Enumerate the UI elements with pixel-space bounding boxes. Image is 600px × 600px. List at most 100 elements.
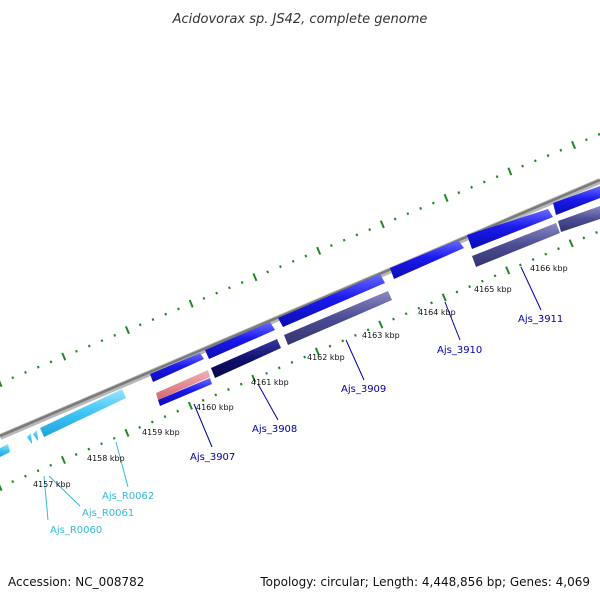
tick-mark [480,279,484,283]
rna-left-edge[interactable] [0,444,10,457]
tick-mark [568,239,574,248]
tick-mark [366,328,370,332]
tick-mark [61,352,67,361]
inner-tick-track [0,231,598,492]
tick-mark [100,442,103,446]
tick-mark [457,191,461,195]
cds-fwd-6[interactable] [553,186,600,215]
tick-mark [505,266,511,275]
tick-mark [150,420,154,424]
cds-ajs-3907-fwd[interactable] [150,353,204,382]
tick-mark [252,273,258,282]
tick-mark [215,291,219,295]
tick-mark [431,201,435,205]
accession-text: Accession: NC_008782 [8,575,144,589]
rna-ajs-r0060[interactable] [27,433,32,444]
tick-mark [455,290,459,294]
cds-ajs-3909[interactable] [284,291,392,345]
tick-mark [0,484,3,492]
kbp-label-4157: 4157 kbp [33,480,71,489]
tick-mark [393,217,397,221]
gene-label-ajs-3907[interactable]: Ajs_3907 [190,452,235,463]
gene-label-ajs-3909[interactable]: Ajs_3909 [341,384,386,395]
tick-mark [36,365,40,369]
tick-mark [518,263,522,267]
tick-mark [163,415,167,419]
tick-mark [228,286,231,290]
tick-mark [124,428,130,437]
tick-mark [493,274,497,278]
reverse-strand [156,206,600,406]
rna-labels: Ajs_R0062 Ajs_R0061 Ajs_R0060 [50,491,154,536]
tick-mark [265,371,268,375]
tick-mark [87,344,91,348]
tick-mark [164,312,168,316]
tick-mark [507,167,513,176]
kbp-label-4158: 4158 kbp [87,454,125,463]
tick-mark [23,474,27,478]
tick-mark [355,233,359,237]
tick-mark [597,132,600,136]
gene-label-ajs-3908[interactable]: Ajs_3908 [252,424,297,435]
tick-mark [227,388,230,391]
genome-backbone [0,178,600,440]
tick-mark [138,323,142,327]
cds-fwd-3[interactable] [278,274,385,327]
rna-label-ajs-r0060[interactable]: Ajs_R0060 [50,525,102,536]
kbp-label-4162: 4162 kbp [307,353,345,362]
kbp-label-4166: 4166 kbp [530,264,568,273]
cds-fwd-4[interactable] [390,240,464,279]
cds-fwd-5[interactable] [467,209,553,249]
outer-tick-track [0,132,600,388]
tick-mark [138,425,142,429]
tick-mark [353,333,357,337]
rna-label-ajs-r0061[interactable]: Ajs_R0061 [82,508,134,519]
tick-mark [417,306,421,310]
tick-mark [582,236,586,240]
tick-mark [328,344,332,348]
tick-mark [419,206,423,210]
tick-mark [60,455,66,464]
tick-mark [531,257,535,262]
tick-mark [290,360,294,364]
cds-ajs-3907-rev[interactable] [158,378,212,406]
cds-ajs-3907-pink[interactable] [156,370,210,400]
tick-mark [544,252,548,256]
rna-features [0,389,126,457]
tick-mark [11,480,15,484]
cds-rev-6[interactable] [558,206,600,232]
tick-mark [251,374,257,383]
gene-label-ajs-3911[interactable]: Ajs_3911 [518,314,563,325]
rna-label-ajs-r0062[interactable]: Ajs_R0062 [102,491,154,502]
tick-mark [546,154,550,158]
cds-ajs-3911[interactable] [472,223,560,267]
cds-fwd-2[interactable] [205,322,275,359]
tick-mark [279,265,282,269]
tick-mark [571,140,577,150]
tick-mark [239,382,243,386]
label-leaders [43,266,542,521]
kbp-labels: 4157 kbp 4158 kbp 4159 kbp 4160 kbp 4161… [33,264,568,489]
tick-mark [176,409,180,413]
rna-ajs-r0061[interactable] [33,430,38,441]
tick-mark [557,247,560,251]
gene-label-ajs-3910[interactable]: Ajs_3910 [437,345,482,356]
tick-mark [595,231,598,234]
tick-mark [495,175,499,179]
tick-mark [404,312,408,316]
tick-mark [113,333,117,337]
cds-ajs-3908[interactable] [211,339,281,378]
tick-mark [443,193,449,202]
genome-summary-text: Topology: circular; Length: 4,448,856 bp… [259,575,590,589]
rna-ajs-r0062[interactable] [40,389,126,437]
tick-mark [202,296,206,300]
tick-mark [177,307,180,311]
tick-mark [304,254,308,258]
tick-mark [482,180,486,184]
kbp-label-4161: 4161 kbp [251,378,289,387]
tick-mark [291,259,295,263]
tick-mark [329,243,333,248]
tick-mark [151,318,155,321]
tick-mark [266,270,270,274]
